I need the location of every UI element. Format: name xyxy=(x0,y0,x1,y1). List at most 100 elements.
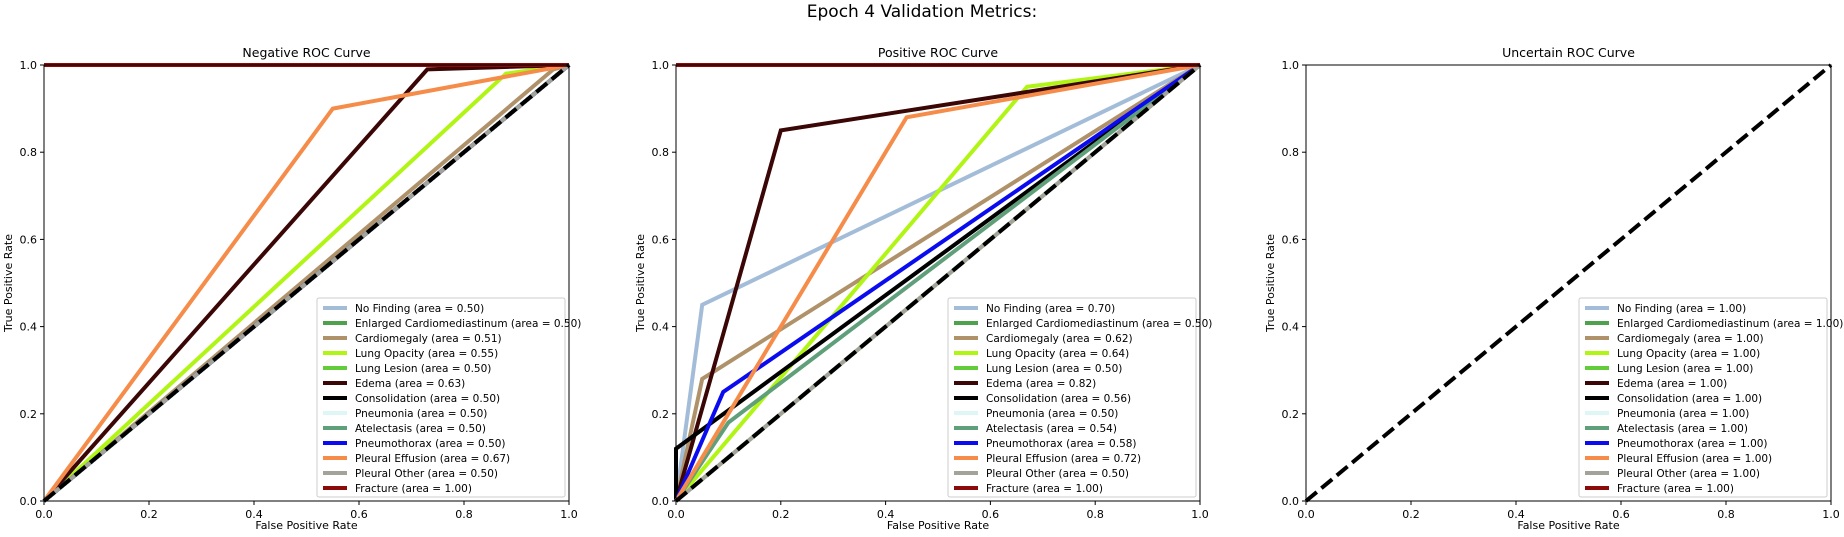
y-tick-label: 0.0 xyxy=(652,495,670,508)
y-tick-label: 0.0 xyxy=(20,495,38,508)
legend-entry: Pneumonia (area = 0.50) xyxy=(986,408,1118,420)
legend: No Finding (area = 1.00) Enlarged Cardiom… xyxy=(1578,297,1843,498)
x-axis-label: False Positive Rate xyxy=(255,519,357,532)
x-tick-label: 0.2 xyxy=(140,508,158,521)
figure-title: Epoch 4 Validation Metrics: xyxy=(806,2,1038,22)
x-tick-label: 0.2 xyxy=(1402,508,1420,521)
legend-entry: Pleural Effusion (area = 0.72) xyxy=(986,453,1141,465)
plot-frame xyxy=(675,64,1201,502)
legend: No Finding (area = 0.70) Enlarged Cardiom… xyxy=(947,297,1212,498)
legend-entry: Pneumothorax (area = 0.58) xyxy=(986,438,1137,450)
legend-entry: Consolidation (area = 1.00) xyxy=(1617,393,1762,405)
y-axis-label: True Positive Rate xyxy=(1264,234,1277,333)
x-tick-label: 0.4 xyxy=(877,508,895,521)
legend-entry: Fracture (area = 1.00) xyxy=(355,483,472,495)
legend-entry: Fracture (area = 1.00) xyxy=(986,483,1103,495)
x-tick-label: 0.6 xyxy=(982,508,1000,521)
legend-entry: Lung Opacity (area = 0.55) xyxy=(355,348,498,360)
legend-entry: Fracture (area = 1.00) xyxy=(1617,483,1734,495)
legend-entry: Pneumonia (area = 0.50) xyxy=(355,408,487,420)
legend-entry: Atelectasis (area = 0.54) xyxy=(986,423,1117,435)
x-tick-label: 0.8 xyxy=(1717,508,1735,521)
series-line xyxy=(42,63,570,503)
legend-entry: Lung Opacity (area = 1.00) xyxy=(1617,348,1760,360)
x-tick-label: 0.4 xyxy=(1507,508,1525,521)
legend-entry: Cardiomegaly (area = 0.62) xyxy=(986,333,1133,345)
chart-title: Uncertain ROC Curve xyxy=(1502,45,1635,60)
y-tick-label: 0.2 xyxy=(652,408,670,421)
legend-entry: Pneumothorax (area = 0.50) xyxy=(355,438,506,450)
chance-line xyxy=(674,63,1202,503)
legend-entry: No Finding (area = 1.00) xyxy=(1617,303,1746,315)
chart-panel-3: Uncertain ROC Curve 0.0 0.2 0.4 0.6 0.8 1.0 0.0… xyxy=(1264,45,1843,532)
legend-entry: Enlarged Cardiomediastinum (area = 1.00) xyxy=(1617,318,1843,330)
y-tick-label: 0.6 xyxy=(20,233,38,246)
legend-entry: Pleural Effusion (area = 1.00) xyxy=(1617,453,1772,465)
x-tick-label: 0.0 xyxy=(667,508,685,521)
legend-entry: Cardiomegaly (area = 1.00) xyxy=(1617,333,1764,345)
x-tick-label: 0.8 xyxy=(455,508,473,521)
y-axis-label: True Positive Rate xyxy=(2,234,15,333)
x-tick-label: 1.0 xyxy=(1822,508,1840,521)
series-line xyxy=(674,63,1202,502)
legend-entry: Pneumonia (area = 1.00) xyxy=(1617,408,1749,420)
legend-entry: Edema (area = 0.63) xyxy=(355,378,465,390)
chart-title: Positive ROC Curve xyxy=(878,45,999,60)
legend-entry: No Finding (area = 0.50) xyxy=(355,303,484,315)
x-tick-label: 1.0 xyxy=(560,508,578,521)
legend-entry: Pneumothorax (area = 1.00) xyxy=(1617,438,1768,450)
y-tick-label: 1.0 xyxy=(1282,59,1300,72)
legend-entry: Enlarged Cardiomediastinum (area = 0.50) xyxy=(986,318,1212,330)
x-tick-label: 1.0 xyxy=(1191,508,1209,521)
y-tick-label: 1.0 xyxy=(652,59,670,72)
y-tick-label: 0.4 xyxy=(1282,321,1300,334)
y-tick-label: 0.4 xyxy=(20,321,38,334)
x-tick-label: 0.4 xyxy=(245,508,263,521)
chart-title: Negative ROC Curve xyxy=(242,45,370,60)
legend-box xyxy=(947,297,1197,498)
chance-line xyxy=(1304,63,1833,503)
legend-entry: Consolidation (area = 0.56) xyxy=(986,393,1131,405)
x-axis-label: False Positive Rate xyxy=(1517,519,1619,532)
series-line xyxy=(674,63,1201,502)
series-line xyxy=(674,63,1201,503)
y-tick-label: 0.0 xyxy=(1282,495,1300,508)
legend-entry: Cardiomegaly (area = 0.51) xyxy=(355,333,502,345)
plot-frame xyxy=(43,64,570,502)
legend-box xyxy=(1578,297,1828,498)
x-tick-label: 0.6 xyxy=(350,508,368,521)
x-tick-label: 0.8 xyxy=(1086,508,1104,521)
legend-entry: Pleural Other (area = 0.50) xyxy=(986,468,1129,480)
legend-entry: Pleural Other (area = 1.00) xyxy=(1617,468,1760,480)
chance-line xyxy=(42,63,571,503)
legend-entry: Edema (area = 1.00) xyxy=(1617,378,1727,390)
series-line xyxy=(674,63,1202,502)
y-tick-label: 0.8 xyxy=(652,146,670,159)
legend-entry: Consolidation (area = 0.50) xyxy=(355,393,500,405)
legend-entry: Lung Lesion (area = 0.50) xyxy=(986,363,1122,375)
legend: No Finding (area = 0.50) Enlarged Cardiom… xyxy=(316,297,581,498)
y-tick-label: 0.8 xyxy=(1282,146,1300,159)
y-tick-label: 0.2 xyxy=(1282,408,1300,421)
series-line xyxy=(674,63,1201,502)
legend-entry: Pleural Effusion (area = 0.67) xyxy=(355,453,510,465)
y-tick-label: 0.2 xyxy=(20,408,38,421)
y-axis-label: True Positive Rate xyxy=(634,234,647,333)
legend-entry: Lung Lesion (area = 0.50) xyxy=(355,363,491,375)
y-tick-label: 0.6 xyxy=(1282,233,1300,246)
y-tick-label: 0.4 xyxy=(652,321,670,334)
y-tick-label: 0.6 xyxy=(652,233,670,246)
legend-entry: Atelectasis (area = 1.00) xyxy=(1617,423,1748,435)
x-tick-label: 0.6 xyxy=(1612,508,1630,521)
y-tick-label: 1.0 xyxy=(20,59,38,72)
chart-panel-1: Negative ROC Curve 0.0 0.2 0.4 0.6 0.8 1.0 0.0 0… xyxy=(2,45,581,532)
y-tick-label: 0.8 xyxy=(20,146,38,159)
x-axis-label: False Positive Rate xyxy=(887,519,989,532)
x-tick-label: 0.2 xyxy=(772,508,790,521)
legend-entry: Edema (area = 0.82) xyxy=(986,378,1096,390)
legend-entry: Lung Lesion (area = 1.00) xyxy=(1617,363,1753,375)
plot-frame xyxy=(1305,64,1832,502)
legend-entry: No Finding (area = 0.70) xyxy=(986,303,1115,315)
chart-panel-2: Positive ROC Curve 0.0 0.2 0.4 0.6 0.8 1.0 0.0 0… xyxy=(634,45,1212,532)
